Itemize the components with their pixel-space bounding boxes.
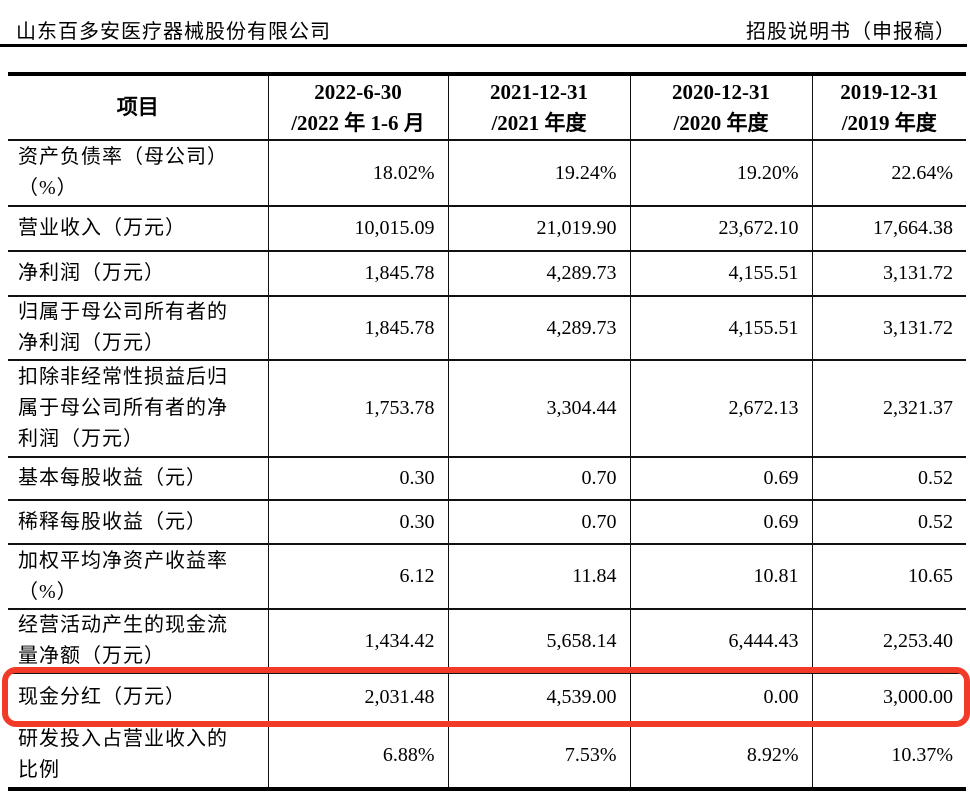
row-value: 21,019.90: [447, 206, 630, 251]
col-header-2022h1: 2022-6-30 /2022 年 1-6 月: [267, 76, 448, 140]
row-value: 4,289.73: [447, 296, 630, 360]
header-divider: [0, 44, 967, 47]
row-value: 19.24%: [447, 140, 630, 206]
row-label: 稀释每股收益（元）: [18, 510, 207, 533]
row-value: 2,321.37: [811, 360, 966, 457]
financial-table-wrap: 项目 2022-6-30 /2022 年 1-6 月 2021-12-31 /2…: [8, 72, 966, 791]
row-label: 资产负债率（母公司） （%）: [18, 146, 228, 199]
row-value: 6,444.43: [629, 609, 812, 673]
col-header-2020: 2020-12-31 /2020 年度: [629, 76, 812, 140]
table-row: 营业收入（万元） 10,015.09 21,019.90 23,672.10 1…: [8, 206, 966, 251]
col-header-item: 项目: [116, 95, 159, 119]
row-value: 2,031.48: [267, 673, 448, 722]
table-row: 净利润（万元） 1,845.78 4,289.73 4,155.51 3,131…: [8, 251, 966, 296]
row-value: 2,672.13: [629, 360, 812, 457]
row-label: 基本每股收益（元）: [18, 467, 207, 489]
row-value: 10,015.09: [267, 206, 448, 251]
row-value: 3,131.72: [811, 251, 966, 296]
row-label: 营业收入（万元）: [18, 217, 186, 239]
row-value: 7.53%: [447, 722, 630, 787]
row-value: 0.52: [811, 457, 966, 500]
table-row: 扣除非经常性损益后归 属于母公司所有者的净 利润（万元） 1,753.78 3,…: [8, 360, 966, 457]
row-value: 19.20%: [629, 140, 812, 206]
table-row: 加权平均净资产收益率 （%） 6.12 11.84 10.81 10.65: [8, 544, 966, 609]
row-label: 经营活动产生的现金流 量净额（万元）: [18, 614, 228, 667]
row-value: 0.30: [267, 457, 448, 500]
table-row: 经营活动产生的现金流 量净额（万元） 1,434.42 5,658.14 6,4…: [8, 609, 966, 673]
row-value: 1,845.78: [267, 296, 448, 360]
row-value: 18.02%: [267, 140, 448, 206]
table-row: 研发投入占营业收入的 比例 6.88% 7.53% 8.92% 10.37%: [8, 722, 966, 787]
row-value: 0.00: [629, 673, 812, 722]
row-value: 22.64%: [811, 140, 966, 206]
row-label: 扣除非经常性损益后归 属于母公司所有者的净 利润（万元）: [18, 366, 228, 450]
row-value: 0.69: [629, 457, 812, 500]
row-value: 4,155.51: [629, 251, 812, 296]
row-value: 4,539.00: [447, 673, 630, 722]
row-value: 0.69: [629, 500, 812, 544]
row-value: 10.65: [811, 544, 966, 609]
company-name: 山东百多安医疗器械股份有限公司: [16, 21, 331, 43]
row-label: 净利润（万元）: [18, 262, 165, 284]
row-value: 1,845.78: [267, 251, 448, 296]
row-value: 6.88%: [267, 722, 448, 787]
row-value: 1,753.78: [267, 360, 448, 457]
table-row: 归属于母公司所有者的 净利润（万元） 1,845.78 4,289.73 4,1…: [8, 296, 966, 360]
financial-summary-table: 项目 2022-6-30 /2022 年 1-6 月 2021-12-31 /2…: [8, 76, 966, 787]
col-header-2021: 2021-12-31 /2021 年度: [447, 76, 630, 140]
table-row: 资产负债率（母公司） （%） 18.02% 19.24% 19.20% 22.6…: [8, 140, 966, 206]
table-body: 资产负债率（母公司） （%） 18.02% 19.24% 19.20% 22.6…: [8, 140, 966, 787]
document-title: 招股说明书（申报稿）: [746, 21, 956, 43]
row-label: 归属于母公司所有者的 净利润（万元）: [18, 301, 228, 354]
table-row: 现金分红（万元） 2,031.48 4,539.00 0.00 3,000.00: [8, 673, 966, 722]
row-value: 8.92%: [629, 722, 812, 787]
row-value: 17,664.38: [811, 206, 966, 251]
row-value: 5,658.14: [447, 609, 630, 673]
row-value: 3,000.00: [811, 673, 966, 722]
row-value: 0.30: [267, 500, 448, 544]
table-row: 基本每股收益（元） 0.30 0.70 0.69 0.52: [8, 457, 966, 500]
row-value: 4,155.51: [629, 296, 812, 360]
row-value: 10.81: [629, 544, 812, 609]
row-value: 0.70: [447, 500, 630, 544]
row-value: 2,253.40: [811, 609, 966, 673]
row-value: 3,131.72: [811, 296, 966, 360]
row-value: 3,304.44: [447, 360, 630, 457]
table-row: 稀释每股收益（元） 0.30 0.70 0.69 0.52: [8, 500, 966, 544]
row-value: 11.84: [447, 544, 630, 609]
col-header-2019: 2019-12-31 /2019 年度: [811, 76, 966, 140]
table-header-row: 项目 2022-6-30 /2022 年 1-6 月 2021-12-31 /2…: [8, 76, 966, 140]
row-value: 1,434.42: [267, 609, 448, 673]
row-value: 10.37%: [811, 722, 966, 787]
row-label: 现金分红（万元）: [18, 686, 186, 708]
row-value: 6.12: [267, 544, 448, 609]
row-value: 0.52: [811, 500, 966, 544]
row-value: 4,289.73: [447, 251, 630, 296]
row-label: 研发投入占营业收入的 比例: [18, 728, 228, 781]
row-label: 加权平均净资产收益率 （%）: [18, 549, 228, 603]
row-value: 0.70: [447, 457, 630, 500]
row-value: 23,672.10: [629, 206, 812, 251]
